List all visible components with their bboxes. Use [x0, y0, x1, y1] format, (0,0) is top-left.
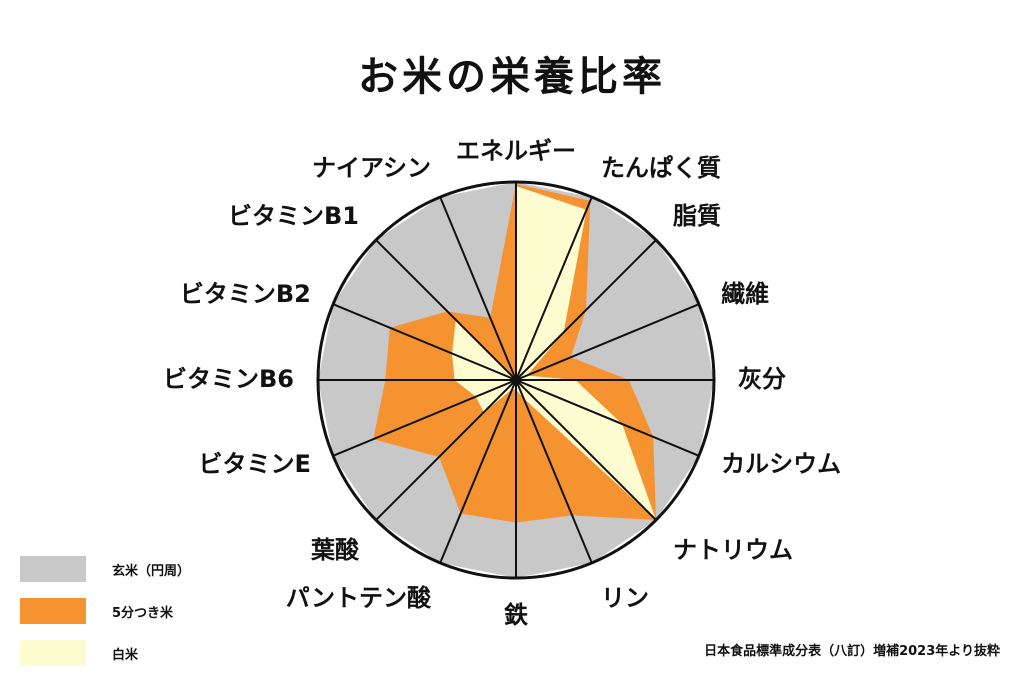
- legend-item-hakumai: 白米: [20, 639, 190, 667]
- axis-line: [515, 239, 657, 381]
- axis-label: パントテン酸: [286, 584, 432, 612]
- axis-label: カルシウム: [721, 450, 841, 478]
- axis-label: 灰分: [738, 365, 786, 393]
- axis-label: ビタミンB1: [228, 202, 359, 230]
- series-hakumai-area: [452, 186, 656, 520]
- outer-circle: [316, 180, 716, 580]
- axis-line: [515, 303, 700, 381]
- legend-swatch-gobuzuki: [20, 598, 86, 624]
- axis-line: [439, 379, 517, 564]
- axis-line: [332, 303, 517, 381]
- axis-line: [439, 196, 517, 381]
- axis-line: [515, 379, 593, 564]
- legend-swatch-genmai: [20, 556, 86, 582]
- axis-label: 鉄: [504, 601, 528, 629]
- axis-label: ビタミンB6: [163, 365, 294, 393]
- legend: 玄米（円周） 5分つき米 白米: [20, 555, 190, 681]
- legend-item-genmai: 玄米（円周）: [20, 555, 190, 583]
- axis-label: ナトリウム: [673, 536, 793, 564]
- legend-label-gobuzuki: 5分つき米: [112, 605, 174, 621]
- axis-label: 葉酸: [310, 536, 360, 564]
- axis-label: ナイアシン: [312, 154, 431, 182]
- axis-label: エネルギー: [456, 137, 576, 165]
- axis-label: リン: [601, 584, 649, 612]
- axis-line: [515, 379, 657, 521]
- axis-label: ビタミンB2: [180, 280, 311, 308]
- axis-label: 脂質: [673, 202, 721, 230]
- axis-line: [375, 379, 517, 521]
- axis-label: たんぱく質: [601, 154, 721, 182]
- chart-title: お米の栄養比率: [358, 54, 666, 100]
- axis-line: [515, 196, 593, 381]
- axis-label: 繊維: [721, 280, 769, 308]
- axis-line: [515, 379, 700, 457]
- legend-label-genmai: 玄米（円周）: [112, 563, 191, 579]
- source-note: 日本食品標準成分表（八訂）増補2023年より抜粋: [704, 644, 1000, 659]
- legend-label-hakumai: 白米: [112, 647, 139, 663]
- axis-line: [375, 239, 517, 381]
- legend-item-gobuzuki: 5分つき米: [20, 597, 190, 625]
- legend-swatch-hakumai: [20, 640, 86, 666]
- axis-line: [332, 379, 517, 457]
- axis-label: ビタミンE: [198, 450, 310, 478]
